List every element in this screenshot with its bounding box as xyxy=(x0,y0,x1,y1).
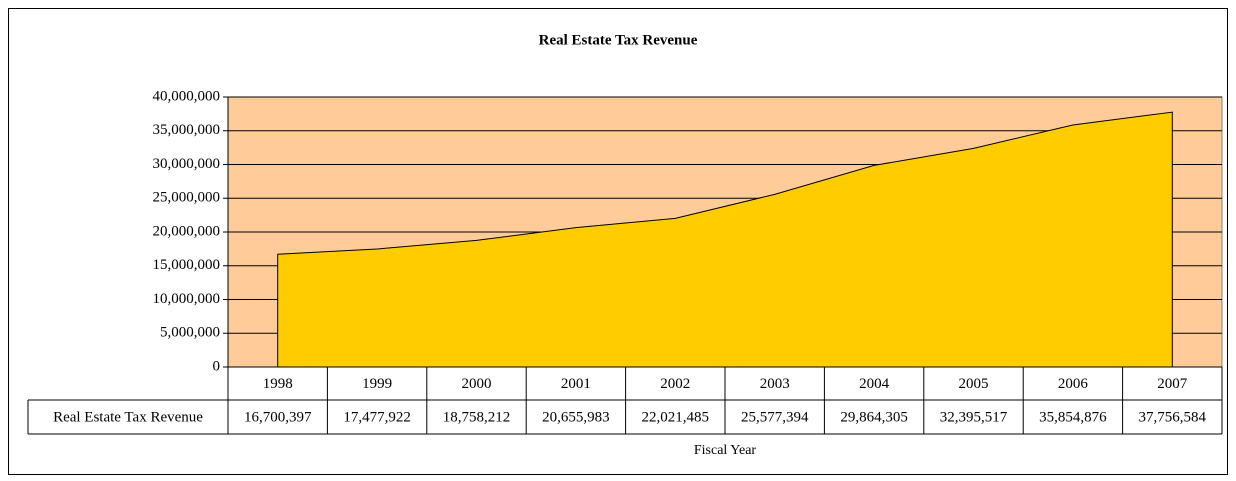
x-tick-label: 2000 xyxy=(462,376,492,392)
y-tick-label: 20,000,000 xyxy=(153,223,221,239)
y-tick-label: 30,000,000 xyxy=(153,156,221,172)
table-value: 16,700,397 xyxy=(244,409,312,425)
y-tick-label: 35,000,000 xyxy=(153,122,221,138)
y-tick-label: 40,000,000 xyxy=(153,88,221,104)
table-value: 18,758,212 xyxy=(443,409,511,425)
table-value: 32,395,517 xyxy=(940,409,1008,425)
y-tick-label: 25,000,000 xyxy=(153,190,221,206)
x-tick-label: 2004 xyxy=(859,376,890,392)
x-tick-label: 2005 xyxy=(959,376,989,392)
x-axis-label: Fiscal Year xyxy=(694,443,757,458)
table-value: 37,756,584 xyxy=(1139,409,1207,425)
x-tick-label: 1999 xyxy=(362,376,392,392)
table-value: 25,577,394 xyxy=(741,409,809,425)
area xyxy=(277,111,1173,368)
table-value: 29,864,305 xyxy=(840,409,908,425)
y-tick-label: 10,000,000 xyxy=(153,291,221,307)
x-tick-label: 2002 xyxy=(660,376,690,392)
table-value: 22,021,485 xyxy=(642,409,710,425)
table-value: 17,477,922 xyxy=(343,409,411,425)
chart-title: Real Estate Tax Revenue xyxy=(539,32,698,48)
x-tick-label: 2003 xyxy=(760,376,790,392)
y-tick-label: 5,000,000 xyxy=(160,325,220,341)
legend-label: Real Estate Tax Revenue xyxy=(53,409,203,425)
x-tick-label: 2001 xyxy=(561,376,591,392)
table-value: 35,854,876 xyxy=(1039,409,1107,425)
x-tick-label: 2007 xyxy=(1157,376,1188,392)
y-tick-label: 15,000,000 xyxy=(153,257,221,273)
x-tick-label: 2006 xyxy=(1058,376,1089,392)
x-tick-label: 1998 xyxy=(263,376,293,392)
table-value: 20,655,983 xyxy=(542,409,610,425)
y-tick-label: 0 xyxy=(213,358,221,374)
